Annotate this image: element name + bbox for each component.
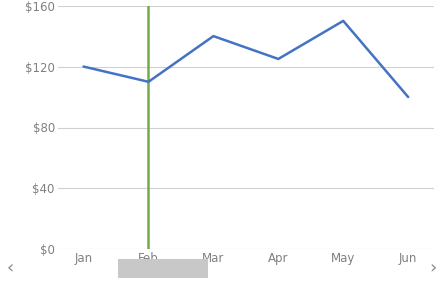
Bar	[118, 259, 208, 278]
Text: ‹: ‹	[6, 259, 14, 277]
Text: ›: ›	[429, 259, 437, 277]
Title: Sales: Sales	[222, 0, 270, 1]
